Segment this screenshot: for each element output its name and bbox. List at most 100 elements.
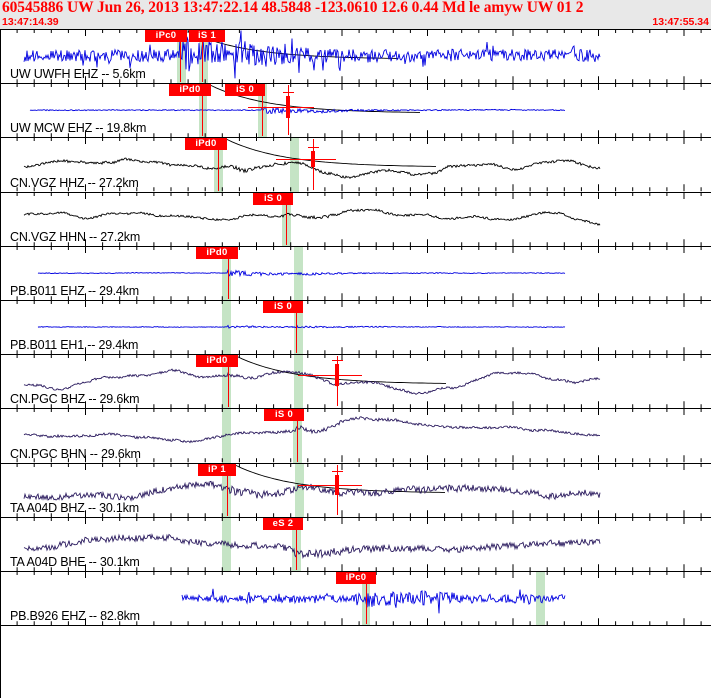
waveform-plot (0, 571, 711, 626)
trace-row[interactable]: iPd0 CN.VGZ HHZ -- 27.2km (0, 137, 711, 192)
trace-row[interactable]: iS 0 CN.PGC BHN -- 29.6km (0, 408, 711, 463)
trace-row[interactable]: iS 0 CN.VGZ HHN -- 27.2km (0, 191, 711, 246)
phase-window-band (177, 29, 186, 84)
channel-label: CN.VGZ HHZ -- 27.2km (10, 175, 139, 190)
phase-window-band (199, 29, 208, 84)
waveform-plot (0, 191, 711, 246)
amplitude-marker-box[interactable] (286, 96, 290, 119)
left-frame-border (0, 29, 1, 698)
channel-label: TA A04D BHE -- 30.1km (10, 554, 140, 569)
amplitude-marker-box[interactable] (335, 364, 339, 387)
phase-pick-label[interactable]: iPd0 (196, 355, 238, 368)
amplitude-marker-tick (332, 470, 343, 472)
amplitude-marker-horizontal[interactable] (248, 107, 314, 109)
waveform-trace (23, 480, 601, 502)
phase-pick-line[interactable] (228, 246, 229, 299)
trace-row[interactable]: iPc0 PB.B926 EHZ -- 82.8km (0, 571, 711, 626)
trace-row[interactable]: iPd0 PB.B011 EHZ -- 29.4km (0, 245, 711, 300)
amplitude-marker-box[interactable] (311, 151, 315, 168)
phase-pick-label[interactable]: iS 1 (189, 30, 225, 42)
phase-pick-label[interactable]: iPc0 (145, 30, 187, 42)
trace-row[interactable]: iPd0 iS 0 UW MCW EHZ -- 19.8km (0, 83, 711, 138)
trace-row[interactable]: iP 1 TA A04D BHZ -- 30.1km (0, 462, 711, 517)
phase-pick-line[interactable] (202, 30, 203, 83)
amplitude-marker-horizontal[interactable] (298, 375, 362, 377)
phase-pick-line[interactable] (296, 301, 297, 354)
waveform-plot (0, 137, 711, 192)
channel-label: CN.PGC BHN -- 29.6km (10, 446, 141, 461)
coda-decay-curve (209, 84, 420, 114)
coda-decay-curve (225, 138, 436, 168)
phase-pick-label[interactable]: eS 2 (263, 517, 303, 530)
waveform-trace (37, 268, 566, 278)
amplitude-marker-tick (332, 360, 343, 362)
phase-window-band (295, 462, 304, 517)
coda-decay-curve (235, 355, 446, 385)
phase-pick-label[interactable]: iPd0 (185, 138, 227, 151)
phase-pick-line[interactable] (366, 572, 367, 625)
waveform-plot (0, 245, 711, 300)
waveform-trace (23, 368, 601, 396)
phase-window-band (222, 408, 231, 463)
amplitude-marker-box[interactable] (335, 474, 339, 495)
phase-pick-line[interactable] (297, 409, 298, 462)
time-axis-ticks (0, 191, 702, 246)
bottom-border (0, 625, 711, 627)
coda-decay-curve (234, 464, 445, 493)
time-axis-ticks (0, 408, 702, 463)
waveform-plot (0, 408, 711, 463)
phase-pick-label[interactable]: iPd0 (169, 84, 211, 97)
trace-row[interactable]: eS 2 TA A04D BHE -- 30.1km (0, 516, 711, 571)
amplitude-marker-horizontal[interactable] (298, 484, 362, 486)
time-axis-ticks (0, 137, 702, 192)
waveform-plot (0, 29, 711, 84)
waveform-trace (37, 324, 566, 329)
trace-row[interactable]: iS 0 PB.B011 EH1 -- 29.4km (0, 300, 711, 355)
channel-label: UW UWFH EHZ -- 5.6km (10, 67, 146, 82)
phase-pick-line[interactable] (228, 355, 229, 408)
waveform-trace (23, 416, 600, 444)
phase-pick-label[interactable]: iPd0 (196, 246, 238, 259)
phase-pick-line[interactable] (180, 30, 181, 83)
phase-pick-label[interactable]: iPc0 (336, 572, 376, 584)
waveform-trace (29, 106, 566, 115)
phase-window-band (294, 354, 303, 409)
waveform-plot (0, 300, 711, 355)
phase-pick-line[interactable] (286, 192, 287, 245)
waveform-trace (23, 532, 601, 559)
event-header: 60545886 UW Jun 26, 2013 13:47:22.14 48.… (0, 0, 711, 29)
channel-label: TA A04D BHZ -- 30.1km (10, 500, 139, 515)
trace-rows-container: iPc0 iS 1 UW UWFH EHZ -- 5.6km iPd0 iS 0 UW M… (0, 29, 711, 698)
time-axis-ticks (0, 354, 702, 409)
channel-label: CN.VGZ HHN -- 27.2km (10, 229, 141, 244)
phase-pick-line[interactable] (227, 463, 228, 516)
waveform-plot (0, 462, 711, 517)
phase-pick-line[interactable] (218, 138, 219, 191)
event-title: 60545886 UW Jun 26, 2013 13:47:22.14 48.… (2, 0, 584, 16)
waveform-trace (23, 158, 601, 180)
phase-window-band (222, 462, 231, 517)
time-axis-ticks (0, 462, 702, 517)
window-end-time: 13:47:55.34 (652, 16, 709, 28)
phase-pick-line[interactable] (296, 517, 297, 570)
waveform-plot (0, 516, 711, 571)
phase-pick-label[interactable]: iS 0 (263, 301, 303, 313)
channel-label: PB.B011 EHZ -- 29.4km (10, 283, 139, 298)
time-axis-ticks (0, 245, 702, 300)
phase-pick-label[interactable]: iS 0 (225, 84, 265, 97)
phase-pick-label[interactable]: iS 0 (253, 192, 293, 205)
waveform-trace (23, 207, 601, 226)
phase-pick-line[interactable] (262, 84, 263, 137)
trace-row[interactable]: iPc0 iS 1 UW UWFH EHZ -- 5.6km (0, 29, 711, 84)
time-axis-ticks (0, 571, 702, 626)
phase-pick-label[interactable]: iS 0 (264, 409, 304, 422)
waveform-plot (0, 354, 711, 409)
channel-label: CN.PGC BHZ -- 29.6km (10, 392, 140, 407)
phase-pick-label[interactable]: iP 1 (198, 463, 236, 476)
channel-label: PB.B011 EH1 -- 29.4km (10, 338, 139, 353)
trace-row[interactable]: iPd0 CN.PGC BHZ -- 29.6km (0, 354, 711, 409)
phase-pick-line[interactable] (202, 84, 203, 137)
amplitude-marker-horizontal[interactable] (276, 159, 336, 161)
amplitude-marker-tick (308, 147, 319, 149)
